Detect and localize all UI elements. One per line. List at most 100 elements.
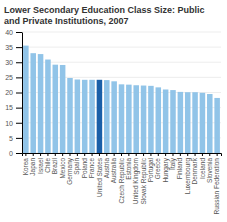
- y-tick: 0: [9, 150, 22, 157]
- bar: [148, 86, 154, 153]
- x-tick-label: Austria: [103, 158, 110, 179]
- bars: [23, 46, 220, 153]
- x-tick-mark: [114, 153, 115, 156]
- x-tick-label: Mexico: [59, 158, 66, 179]
- y-tick-mark: [16, 108, 22, 109]
- chart: Lower Secondary Education Class Size: Pu…: [0, 0, 227, 222]
- x-tick-mark: [84, 153, 85, 156]
- bar: [178, 92, 184, 153]
- y-axis: 0 5 10 15 20 25 30 35 40: [5, 29, 22, 157]
- bar: [67, 78, 73, 153]
- bar: [192, 92, 198, 153]
- y-tick: 15: [5, 104, 22, 111]
- y-tick: 35: [5, 44, 22, 51]
- bar: [89, 80, 95, 153]
- y-tick-mark: [16, 47, 22, 48]
- x-tick: Australia: [110, 153, 117, 183]
- bar: [141, 86, 147, 153]
- x-tick-mark: [143, 153, 144, 156]
- grid: [22, 32, 221, 153]
- x-tick: Brazil: [51, 153, 58, 174]
- x-tick: Austria: [103, 153, 110, 178]
- x-tick-mark: [55, 153, 56, 156]
- bar: [53, 65, 59, 153]
- bar: [156, 87, 162, 153]
- bar: [45, 60, 51, 153]
- x-tick-mark: [40, 153, 41, 156]
- x-tick: Korea: [22, 153, 29, 175]
- x-tick-label: Slovenia: [206, 158, 213, 183]
- y-tick-mark: [16, 123, 22, 124]
- y-tick-mark: [16, 77, 22, 78]
- bar: [126, 85, 132, 153]
- bar: [119, 84, 125, 153]
- x-tick-mark: [128, 153, 129, 156]
- x-tick-mark: [158, 153, 159, 156]
- bar: [185, 92, 191, 153]
- y-tick: 20: [5, 89, 22, 96]
- title: Lower Secondary Education Class Size: Pu…: [4, 5, 205, 26]
- bar: [207, 94, 213, 153]
- x-tick-label: Greece: [154, 158, 161, 180]
- x-tick: Russian Federation: [213, 153, 220, 214]
- x-tick-mark: [25, 153, 26, 156]
- x-tick-label: Poland: [81, 158, 88, 179]
- y-tick-mark: [16, 93, 22, 94]
- x-axis: KoreaJapanIsraelChileBrazilMexicoGermany…: [22, 153, 222, 214]
- x-tick-mark: [172, 153, 173, 156]
- x-tick-mark: [70, 153, 71, 156]
- x-tick: Slovenia: [206, 153, 213, 183]
- bar: [133, 85, 139, 153]
- x-tick: Mexico: [59, 153, 66, 179]
- x-tick-label: Australia: [110, 158, 117, 184]
- x-tick-mark: [202, 153, 203, 156]
- x-tick: Israel: [37, 153, 44, 174]
- x-tick-label: Korea: [22, 158, 29, 176]
- x-tick-label: Finland: [176, 158, 183, 180]
- bar: [200, 93, 206, 153]
- grid-line: [22, 77, 221, 78]
- grid-line: [22, 62, 221, 63]
- title-line: and Private Institutions, 2007: [4, 16, 129, 26]
- x-tick-label: Israel: [37, 157, 44, 173]
- x-tick-label: France: [88, 158, 95, 179]
- x-tick: Iceland: [199, 153, 206, 179]
- x-tick-mark: [209, 153, 210, 156]
- x-tick: Chile: [44, 153, 51, 173]
- y-tick-label: 10: [5, 119, 13, 126]
- y-tick-mark: [16, 62, 22, 63]
- x-tick-mark: [92, 153, 93, 156]
- y-tick-label: 25: [5, 74, 13, 81]
- x-tick-mark: [136, 153, 137, 156]
- x-tick-mark: [62, 153, 63, 156]
- y-tick-mark: [16, 153, 22, 154]
- bar: [214, 98, 220, 153]
- x-tick-mark: [47, 153, 48, 156]
- bar: [111, 81, 117, 153]
- x-tick-label: Estonia: [125, 158, 132, 180]
- x-tick-mark: [150, 153, 151, 156]
- x-tick: Estonia: [125, 153, 132, 180]
- bar: [23, 46, 29, 153]
- x-tick-mark: [217, 153, 218, 156]
- grid-line: [22, 32, 221, 33]
- x-tick: Poland: [81, 153, 88, 178]
- bar: [38, 54, 44, 153]
- x-tick: United States: [96, 153, 103, 197]
- y-tick-mark: [16, 138, 22, 139]
- x-tick-mark: [165, 153, 166, 156]
- y-tick: 25: [5, 74, 22, 81]
- title-line: Lower Secondary Education Class Size: Pu…: [4, 5, 205, 15]
- y-tick-label: 40: [5, 29, 13, 36]
- x-tick-mark: [121, 153, 122, 156]
- bar: [163, 89, 169, 153]
- plot: 0 5 10 15 20 25 30 35 40 KoreaJapanIsraelChileBra…: [5, 29, 221, 215]
- grid-line: [22, 47, 221, 48]
- x-tick-label: Denmark: [191, 157, 198, 184]
- y-tick-label: 30: [5, 59, 13, 66]
- y-tick-label: 5: [9, 135, 13, 142]
- y-tick-label: 15: [5, 104, 13, 111]
- x-tick-label: Brazil: [51, 157, 58, 174]
- x-tick-mark: [195, 153, 196, 156]
- x-tick-mark: [187, 153, 188, 156]
